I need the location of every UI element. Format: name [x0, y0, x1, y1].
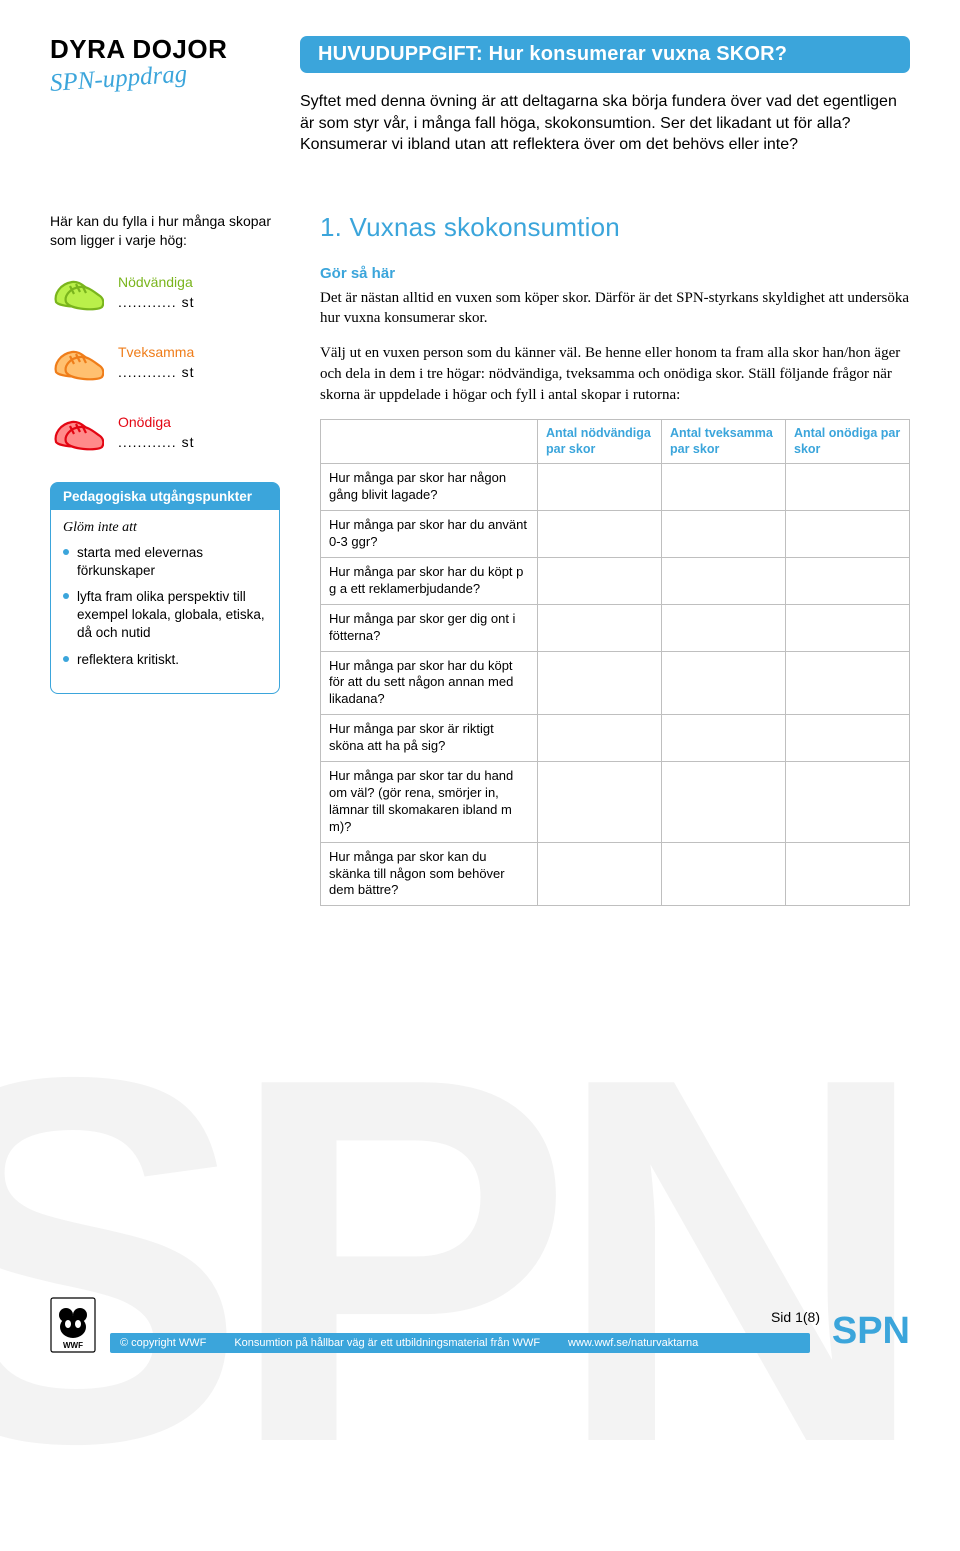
spn-logo: SPN — [832, 1310, 910, 1353]
table-row: Hur många par skor kan du skänka till nå… — [321, 842, 910, 906]
table-input-cell[interactable] — [786, 511, 910, 558]
footer-url: www.wwf.se/naturvaktarna — [568, 1337, 698, 1349]
table-header-unnecessary: Antal onödiga par skor — [786, 420, 910, 464]
main-task-box: HUVUDUPPGIFT: Hur konsumerar vuxna SKOR? — [300, 36, 910, 73]
table-input-cell[interactable] — [538, 558, 662, 605]
table-input-cell[interactable] — [538, 651, 662, 715]
footer-copyright: © copyright WWF — [120, 1337, 206, 1349]
wwf-logo-icon: WWF — [50, 1297, 96, 1353]
pedagogy-bullet: reflektera kritiskt. — [63, 651, 267, 669]
table-input-cell[interactable] — [662, 651, 786, 715]
table-input-cell[interactable] — [538, 604, 662, 651]
table-question-cell: Hur många par skor är riktigt sköna att … — [321, 715, 538, 762]
shoe-count-necessary[interactable]: ............ st — [118, 294, 194, 310]
table-input-cell[interactable] — [786, 604, 910, 651]
body-paragraph-2: Välj ut en vuxen person som du känner vä… — [320, 343, 910, 405]
table-input-cell[interactable] — [538, 842, 662, 906]
footer-mid-text: Konsumtion på hållbar väg är ett utbildn… — [234, 1337, 540, 1349]
shoe-item-unnecessary: Onödiga ............ st — [50, 412, 280, 454]
svg-text:WWF: WWF — [63, 1341, 83, 1350]
table-input-cell[interactable] — [786, 715, 910, 762]
table-input-cell[interactable] — [662, 604, 786, 651]
pedagogy-header: Pedagogiska utgångspunkter — [51, 483, 279, 510]
pedagogy-bullet: lyfta fram olika perspektiv till exempel… — [63, 588, 267, 643]
footer-bar: © copyright WWF Konsumtion på hållbar vä… — [110, 1333, 810, 1353]
table-question-cell: Hur många par skor har du köpt p g a ett… — [321, 558, 538, 605]
table-input-cell[interactable] — [538, 762, 662, 843]
shoe-item-necessary: Nödvändiga ............ st — [50, 272, 280, 314]
table-input-cell[interactable] — [662, 464, 786, 511]
table-header-doubtful: Antal tveksamma par skor — [662, 420, 786, 464]
table-row: Hur många par skor har du köpt p g a ett… — [321, 558, 910, 605]
intro-paragraph: Syftet med denna övning är att deltagarn… — [300, 91, 910, 156]
header-row: DYRA DOJOR SPN-uppdrag HUVUDUPPGIFT: Hur… — [50, 36, 910, 156]
table-header-necessary: Antal nödvändiga par skor — [538, 420, 662, 464]
table-row: Hur många par skor tar du hand om väl? (… — [321, 762, 910, 843]
table-question-cell: Hur många par skor har du köpt för att d… — [321, 651, 538, 715]
shoe-label-doubtful: Tveksamma — [118, 344, 194, 360]
shoe-label-unnecessary: Onödiga — [118, 414, 194, 430]
table-question-cell: Hur många par skor kan du skänka till nå… — [321, 842, 538, 906]
table-input-cell[interactable] — [786, 762, 910, 843]
main-column: 1. Vuxnas skokonsumtion Gör så här Det ä… — [320, 212, 910, 907]
table-question-cell: Hur många par skor ger dig ont i föttern… — [321, 604, 538, 651]
pedagogy-box: Pedagogiska utgångspunkter Glöm inte att… — [50, 482, 280, 694]
sidebar: Här kan du fylla i hur många skopar som … — [50, 212, 280, 907]
table-input-cell[interactable] — [662, 842, 786, 906]
table-question-cell: Hur många par skor har någon gång blivit… — [321, 464, 538, 511]
pedagogy-bullet: starta med elevernas förkunskaper — [63, 544, 267, 580]
shoe-icon-green — [50, 272, 104, 314]
table-row: Hur många par skor har du använt 0-3 ggr… — [321, 511, 910, 558]
body-paragraph-1: Det är nästan alltid en vuxen som köper … — [320, 288, 910, 329]
table-input-cell[interactable] — [662, 762, 786, 843]
instructions-label: Gör så här — [320, 265, 910, 282]
pedagogy-list: starta med elevernas förkunskaper lyfta … — [63, 544, 267, 669]
table-input-cell[interactable] — [538, 464, 662, 511]
table-input-cell[interactable] — [786, 558, 910, 605]
table-input-cell[interactable] — [538, 715, 662, 762]
table-input-cell[interactable] — [538, 511, 662, 558]
table-header-row: Antal nödvändiga par skor Antal tveksamm… — [321, 420, 910, 464]
table-row: Hur många par skor har du köpt för att d… — [321, 651, 910, 715]
shoe-icon-orange — [50, 342, 104, 384]
table-question-cell: Hur många par skor har du använt 0-3 ggr… — [321, 511, 538, 558]
shoe-label-necessary: Nödvändiga — [118, 274, 194, 290]
table-header-empty — [321, 420, 538, 464]
table-row: Hur många par skor ger dig ont i föttern… — [321, 604, 910, 651]
footer: WWF © copyright WWF Konsumtion på hållba… — [50, 1297, 910, 1353]
table-question-cell: Hur många par skor tar du hand om väl? (… — [321, 762, 538, 843]
shoe-table: Antal nödvändiga par skor Antal tveksamm… — [320, 419, 910, 906]
table-input-cell[interactable] — [662, 511, 786, 558]
table-row: Hur många par skor har någon gång blivit… — [321, 464, 910, 511]
table-input-cell[interactable] — [786, 464, 910, 511]
table-input-cell[interactable] — [786, 651, 910, 715]
table-row: Hur många par skor är riktigt sköna att … — [321, 715, 910, 762]
shoe-icon-red — [50, 412, 104, 454]
shoe-count-doubtful[interactable]: ............ st — [118, 364, 194, 380]
table-input-cell[interactable] — [662, 715, 786, 762]
section-heading: 1. Vuxnas skokonsumtion — [320, 212, 910, 243]
shoe-count-unnecessary[interactable]: ............ st — [118, 434, 194, 450]
shoe-item-doubtful: Tveksamma ............ st — [50, 342, 280, 384]
table-input-cell[interactable] — [662, 558, 786, 605]
pedagogy-lead: Glöm inte att — [63, 520, 267, 536]
table-input-cell[interactable] — [786, 842, 910, 906]
sidebar-lead: Här kan du fylla i hur många skopar som … — [50, 212, 280, 250]
